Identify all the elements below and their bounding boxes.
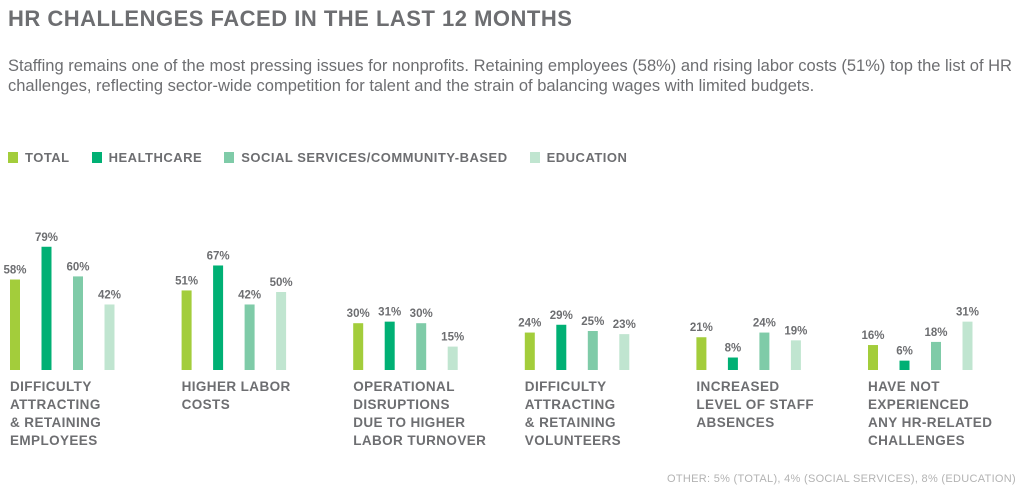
chart-subtitle: Staffing remains one of the most pressin… <box>8 57 1012 95</box>
legend-swatch <box>91 152 102 163</box>
bar <box>447 346 458 370</box>
data-label: 29% <box>550 310 573 322</box>
legend-item: EDUCATION <box>529 150 628 165</box>
data-label: 24% <box>753 318 776 330</box>
data-label: 25% <box>581 316 604 328</box>
bar <box>790 340 801 370</box>
bar <box>384 321 395 370</box>
data-label: 51% <box>175 275 198 287</box>
bar <box>587 331 598 370</box>
data-label: 30% <box>347 308 370 320</box>
bar <box>244 304 255 370</box>
data-label: 42% <box>98 289 121 301</box>
category-label: DIFFICULTY ATTRACTING & RETAINING EMPLOY… <box>10 379 102 448</box>
category-label: OPERATIONAL DISRUPTIONS DUE TO HIGHER LA… <box>353 379 487 448</box>
bar <box>868 345 878 370</box>
data-label: 60% <box>66 261 89 273</box>
chart-title: HR CHALLENGES FACED IN THE LAST 12 MONTH… <box>8 6 573 31</box>
bar <box>556 324 567 370</box>
bar <box>353 323 364 370</box>
bar <box>276 292 287 370</box>
legend-label: SOCIAL SERVICES/COMMUNITY-BASED <box>241 150 508 165</box>
legend-swatch <box>529 152 540 163</box>
bar <box>727 357 738 370</box>
data-label: 79% <box>35 232 58 244</box>
legend-label: TOTAL <box>25 150 70 165</box>
data-label: 30% <box>410 308 433 320</box>
legend-item: SOCIAL SERVICES/COMMUNITY-BASED <box>224 150 507 165</box>
data-label: 8% <box>725 343 742 355</box>
category-label: HAVE NOT EXPERIENCED ANY HR-RELATED CHAL… <box>868 379 993 448</box>
bar <box>899 360 910 370</box>
category-label: HIGHER LABOR COSTS <box>181 379 291 412</box>
legend-label: EDUCATION <box>546 150 628 165</box>
bar <box>213 265 224 370</box>
data-label: 31% <box>956 307 979 319</box>
bar <box>962 321 973 370</box>
legend-item: HEALTHCARE <box>91 150 203 165</box>
data-label: 19% <box>784 325 807 337</box>
bar <box>524 332 535 370</box>
bar <box>696 337 707 370</box>
legend: TOTAL HEALTHCARE SOCIAL SERVICES/COMMUNITY… <box>8 150 627 165</box>
bar <box>416 323 427 370</box>
legend-label: HEALTHCARE <box>108 150 203 165</box>
data-label: 16% <box>861 330 884 342</box>
category-label: DIFFICULTY ATTRACTING & RETAINING VOLUNT… <box>524 379 622 448</box>
bar <box>73 276 83 370</box>
legend-swatch <box>224 152 235 163</box>
legend-item: TOTAL <box>8 150 70 165</box>
data-label: 15% <box>441 332 464 344</box>
bar <box>41 246 52 370</box>
footnote: OTHER: 5% (TOTAL), 4% (SOCIAL SERVICES),… <box>666 473 1016 485</box>
data-label: 21% <box>690 322 713 334</box>
legend-swatch <box>8 152 18 163</box>
data-label: 6% <box>896 346 913 358</box>
data-label: 23% <box>613 319 636 331</box>
data-label: 24% <box>518 318 541 330</box>
bar <box>931 341 941 370</box>
data-label: 31% <box>378 307 401 319</box>
data-label: 50% <box>270 277 293 289</box>
data-label: 67% <box>207 250 230 262</box>
bar <box>619 334 630 370</box>
bar <box>104 304 115 370</box>
data-label: 58% <box>3 265 26 277</box>
bar <box>759 332 770 370</box>
data-label: 18% <box>924 327 947 339</box>
category-label: INCREASED LEVEL OF STAFF ABSENCES <box>696 379 814 430</box>
bar <box>10 279 20 370</box>
data-label: 42% <box>238 289 261 301</box>
bar <box>181 290 192 370</box>
